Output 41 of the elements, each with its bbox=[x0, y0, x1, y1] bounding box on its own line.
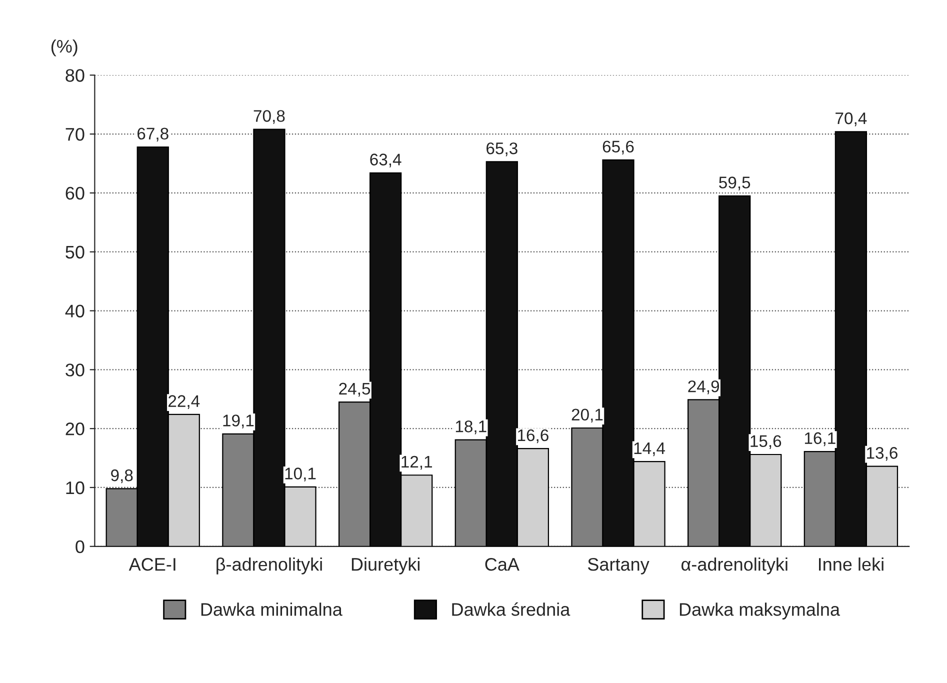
text: 9,8 bbox=[111, 469, 133, 484]
text: 16,1 bbox=[804, 432, 836, 446]
text: 12,1 bbox=[402, 456, 432, 470]
y-tick-label: 30 bbox=[66, 364, 84, 376]
y-tick-label: 80 bbox=[66, 69, 84, 82]
y-tick-label: 20 bbox=[66, 422, 84, 436]
y-tick-label: 0 bbox=[76, 540, 84, 554]
text: 24,5 bbox=[339, 382, 370, 397]
x-tick-label: α-adrenolityki bbox=[681, 558, 788, 574]
x-tick-label: β-adrenolityki bbox=[216, 558, 322, 574]
text: 65,6 bbox=[602, 140, 634, 154]
y-tick-label: 10 bbox=[66, 481, 84, 494]
text: 67,8 bbox=[138, 128, 168, 142]
x-tick-label: CaA bbox=[485, 558, 520, 571]
legend-label: Dawka maksymalna bbox=[680, 602, 840, 620]
x-tick-label: Sartany bbox=[588, 558, 650, 574]
y-axis-title: (%) bbox=[51, 39, 78, 56]
text: 15,6 bbox=[750, 435, 782, 450]
y-tick-label: 60 bbox=[66, 186, 84, 200]
legend-label: Dawka średnia bbox=[452, 602, 570, 616]
text: 20,1 bbox=[572, 408, 603, 422]
text: 10,1 bbox=[285, 468, 316, 482]
x-tick-label: Inne leki bbox=[818, 558, 884, 571]
legend-label: Dawka minimalna bbox=[201, 602, 342, 616]
text: 22,4 bbox=[168, 395, 200, 409]
text: 16,6 bbox=[518, 429, 548, 444]
text: 63,4 bbox=[370, 154, 402, 168]
y-tick-label: 40 bbox=[65, 304, 84, 318]
text: 13,6 bbox=[867, 447, 898, 461]
text: 70,8 bbox=[254, 110, 285, 124]
text: 19,1 bbox=[223, 414, 254, 428]
text: 18,1 bbox=[456, 420, 486, 434]
text: 65,3 bbox=[486, 142, 518, 156]
y-tick-label: 50 bbox=[66, 246, 84, 259]
text: 70,4 bbox=[836, 112, 867, 126]
y-tick-label: 70 bbox=[66, 128, 84, 141]
text: 24,9 bbox=[688, 380, 720, 394]
x-tick-label: ACE-I bbox=[128, 558, 176, 571]
text: 59,5 bbox=[719, 176, 750, 190]
x-tick-label: Diuretyki bbox=[352, 558, 420, 574]
text: 14,4 bbox=[634, 442, 666, 456]
